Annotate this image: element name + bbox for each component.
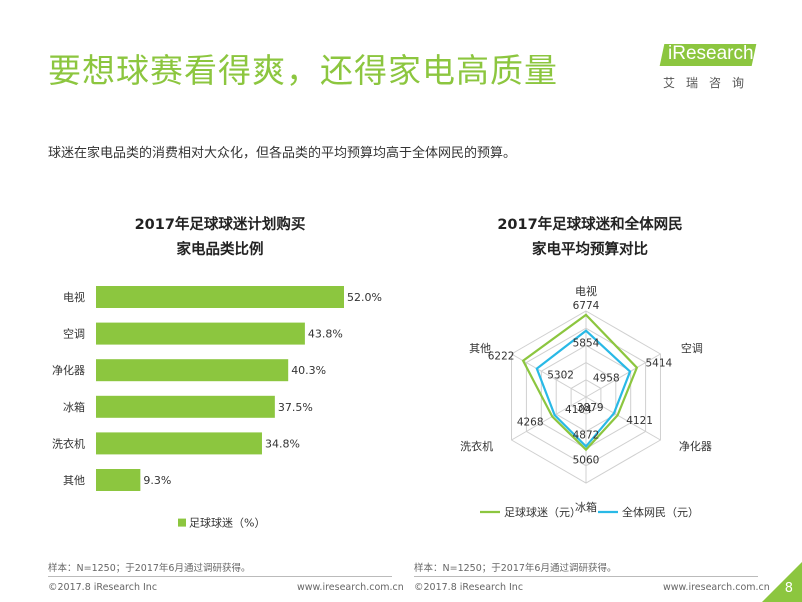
radar-series-fans <box>521 313 639 452</box>
bar <box>96 322 305 345</box>
radar-chart-title: 2017年足球球迷和全体网民 家电平均预算对比 <box>470 213 710 263</box>
footer-copyright-right: ©2017.8 iResearch Inc <box>414 582 524 593</box>
bar-category-label: 冰箱 <box>63 400 85 414</box>
radar-value-label: 5854 <box>573 338 600 350</box>
bar <box>96 395 275 418</box>
bar-value-label: 40.3% <box>291 364 326 377</box>
radar-value-label: 4958 <box>593 373 620 385</box>
bar-category-label: 洗衣机 <box>52 436 85 450</box>
radar-spoke <box>585 353 661 398</box>
footer-url-left[interactable]: www.iresearch.com.cn <box>297 582 404 593</box>
radar-value-label: 6222 <box>488 351 515 363</box>
page-corner-decoration <box>762 562 802 602</box>
footer-divider-left <box>48 576 392 577</box>
logo-subtext: 艾瑞咨询 <box>663 76 756 90</box>
bar <box>96 286 344 308</box>
page-number: 8 <box>784 581 793 596</box>
bar-legend-label: 足球球迷（%） <box>189 516 265 530</box>
radar-value-label: 5414 <box>646 358 673 370</box>
bar-value-label: 9.3% <box>143 474 171 487</box>
bar-chart: 电视 52.0% 空调 43.8% 净化器 40.3% 冰箱 37.5% 洗衣机 34.8% 其他 9… <box>52 286 382 530</box>
footer-divider-right <box>414 576 758 577</box>
bar-chart-title-line1: 2017年足球球迷计划购买 <box>134 217 306 233</box>
bar <box>96 359 289 382</box>
bar-category-label: 其他 <box>63 474 85 487</box>
logo-brand: iResearch <box>668 43 754 64</box>
radar-spoke <box>511 396 587 441</box>
radar-axis-label: 空调 <box>681 341 703 355</box>
bar-legend-swatch <box>178 518 186 527</box>
footer-copyright-left: ©2017.8 iResearch Inc <box>48 582 158 593</box>
radar-value-label: 5302 <box>547 370 574 382</box>
radar-axis-label: 洗衣机 <box>460 439 493 453</box>
bar-category-label: 空调 <box>63 327 85 341</box>
bar-chart-title-line2: 家电品类比例 <box>176 242 264 258</box>
radar-value-label: 4872 <box>573 429 600 441</box>
page-subtitle: 球迷在家电品类的消费相对大众化，但各品类的平均预算均高于全体网民的预算。 <box>48 146 517 161</box>
radar-value-label: 3879 <box>577 402 604 414</box>
radar-spoke <box>585 396 661 441</box>
radar-legend-label: 全体网民（元） <box>622 505 699 519</box>
radar-value-label: 4104 <box>565 404 592 416</box>
radar-axis-label: 净化器 <box>679 439 712 453</box>
radar-chart-title-line1: 2017年足球球迷和全体网民 <box>497 217 683 233</box>
bar-value-label: 37.5% <box>278 401 313 414</box>
bar-value-label: 52.0% <box>347 291 382 304</box>
bar-category-label: 电视 <box>63 290 85 304</box>
radar-axis-label: 冰箱 <box>575 500 597 514</box>
bar-value-label: 43.8% <box>308 328 343 341</box>
bar-chart-note: 样本：N=1250；于2017年6月通过调研获得。 <box>48 563 251 574</box>
radar-legend-label: 足球球迷（元） <box>504 505 581 519</box>
radar-series-netizens <box>535 329 632 449</box>
radar-value-label: 5060 <box>573 455 600 467</box>
bar-chart-title: 2017年足球球迷计划购买 家电品类比例 <box>100 213 340 263</box>
radar-value-label: 4121 <box>626 415 653 427</box>
radar-value-label: 6774 <box>573 300 600 312</box>
bar <box>96 469 141 491</box>
bar <box>96 432 262 455</box>
footer-url-right[interactable]: www.iresearch.com.cn <box>663 582 770 593</box>
iresearch-logo: iResearch 艾瑞咨询 <box>659 43 766 92</box>
radar-chart-note: 样本：N=1250；于2017年6月通过调研获得。 <box>414 563 617 574</box>
page-title: 要想球赛看得爽，还得家电高质量 <box>48 51 558 90</box>
radar-chart-title-line2: 家电平均预算对比 <box>532 242 648 258</box>
radar-axis-label: 电视 <box>575 284 597 298</box>
radar-value-label: 4268 <box>517 417 544 429</box>
radar-axis-label: 其他 <box>469 342 491 355</box>
bar-value-label: 34.8% <box>265 437 300 450</box>
bar-category-label: 净化器 <box>52 363 85 377</box>
